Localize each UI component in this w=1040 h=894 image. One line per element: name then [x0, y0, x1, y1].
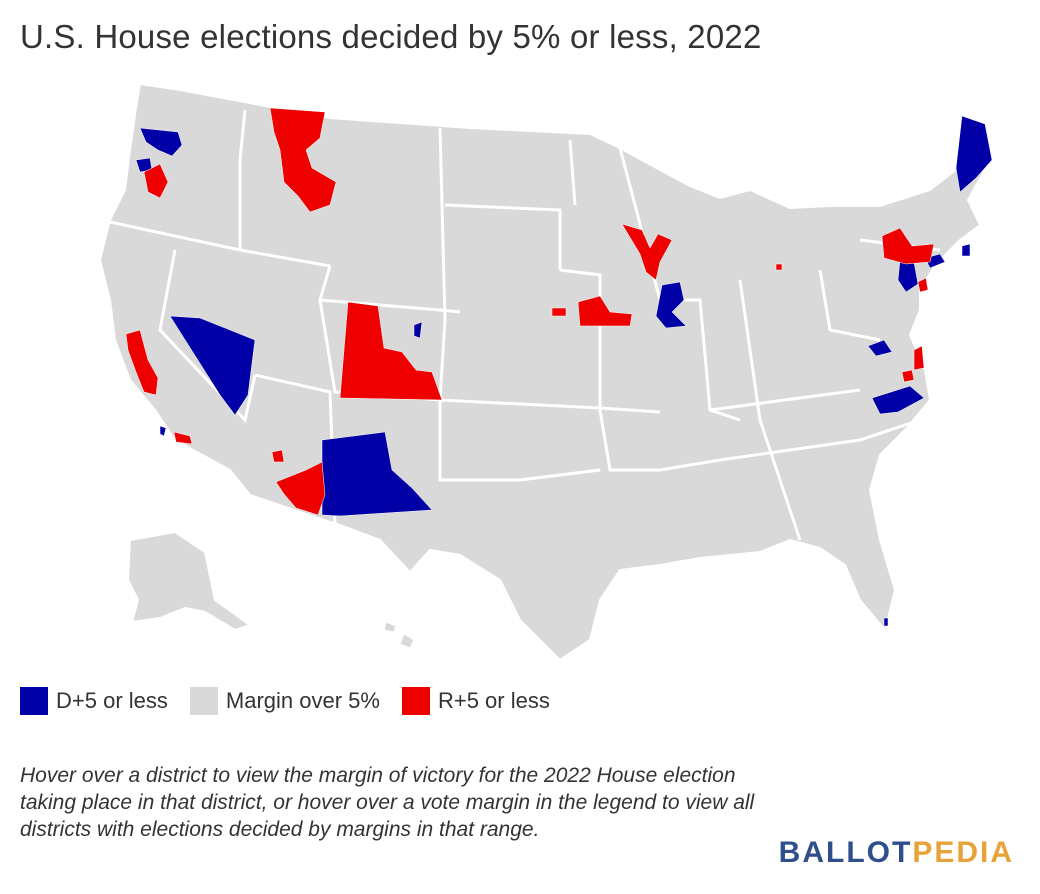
logo-part-pedia: PEDIA: [912, 836, 1014, 869]
dem-close-districts: [135, 115, 993, 627]
district-az-01[interactable]: [271, 449, 285, 463]
legend-label-rep: R+5 or less: [437, 688, 550, 713]
alaska[interactable]: [126, 530, 253, 632]
district-va-02[interactable]: [913, 345, 925, 371]
legend-label-other: Margin over 5%: [225, 688, 380, 713]
district-ca-13b[interactable]: [125, 329, 159, 396]
district-ny-22[interactable]: [881, 227, 935, 265]
district-va-01[interactable]: [901, 369, 915, 383]
legend-item-rep[interactable]: R+5 or less: [401, 687, 550, 715]
logo-part-ballot: BALLOT: [778, 836, 913, 869]
district-mt-01[interactable]: [269, 107, 337, 213]
legend-item-dem[interactable]: D+5 or less: [20, 687, 168, 715]
district-me-02[interactable]: [955, 115, 993, 193]
district-il-17[interactable]: [655, 281, 687, 329]
district-wi-03[interactable]: [621, 223, 673, 281]
hawaii[interactable]: [383, 621, 415, 649]
district-ne-02[interactable]: [551, 307, 567, 317]
legend-swatch-dem: [20, 687, 48, 715]
map-legend: D+5 or less Margin over 5% R+5 or less: [20, 687, 572, 715]
district-ia-03[interactable]: [577, 295, 633, 327]
lower-48-states[interactable]: [98, 82, 992, 662]
district-wa-08[interactable]: [139, 127, 183, 157]
district-mi-10[interactable]: [775, 263, 783, 271]
legend-swatch-other: [189, 687, 218, 715]
district-nv-03[interactable]: [169, 315, 256, 416]
hover-instructions: Hover over a district to view the margin…: [20, 764, 755, 841]
district-co-08[interactable]: [413, 321, 423, 339]
us-district-map[interactable]: [0, 70, 1040, 670]
rep-close-districts: [125, 107, 935, 516]
district-co-03[interactable]: [339, 301, 443, 401]
district-va-07[interactable]: [867, 339, 893, 357]
map-title: U.S. House elections decided by 5% or le…: [20, 18, 762, 55]
district-nm-02[interactable]: [321, 431, 433, 517]
district-or-05[interactable]: [143, 163, 169, 199]
ballotpedia-logo: BALLOTPEDIA: [779, 836, 1014, 870]
district-fl-23[interactable]: [883, 617, 889, 627]
district-ca-13[interactable]: [159, 425, 167, 437]
legend-label-dem: D+5 or less: [56, 688, 168, 713]
district-ri-02[interactable]: [961, 243, 971, 257]
legend-item-other[interactable]: Margin over 5%: [189, 687, 380, 715]
district-nj-07[interactable]: [917, 277, 929, 293]
district-az-06[interactable]: [275, 461, 326, 516]
district-nc-13[interactable]: [871, 385, 925, 415]
legend-swatch-rep: [401, 687, 430, 715]
district-ca-27[interactable]: [173, 431, 193, 445]
